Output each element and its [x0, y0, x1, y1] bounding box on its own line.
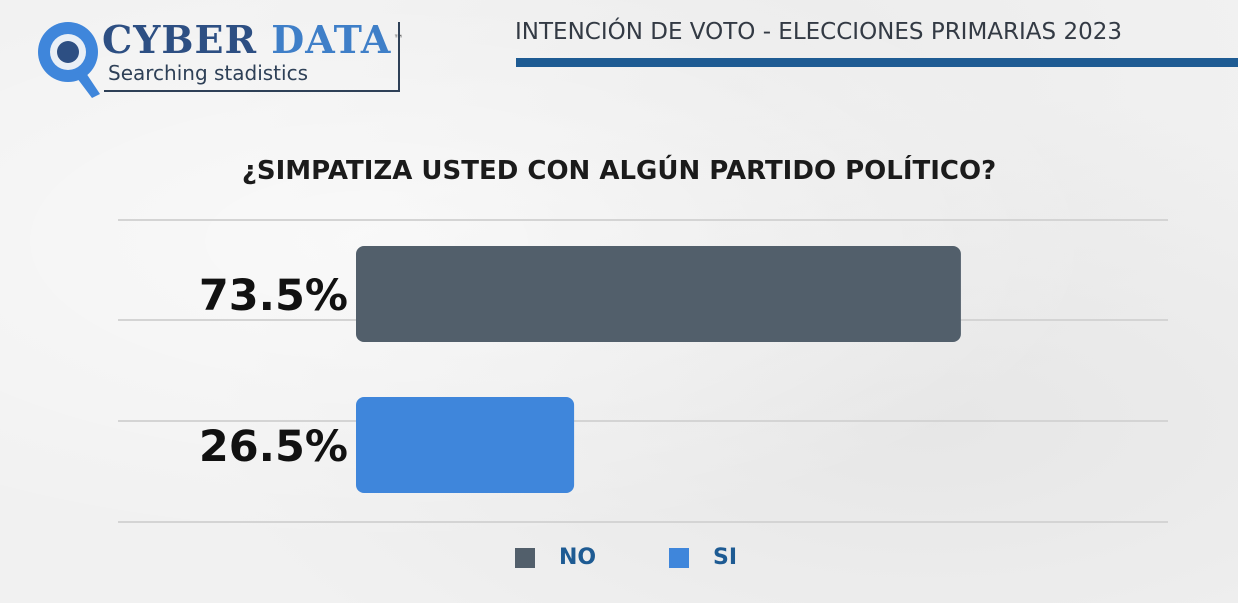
bar-no [356, 246, 961, 342]
logo-magnifier-icon [38, 22, 100, 98]
logo-divider-vertical [398, 22, 400, 92]
data-label-si: 26.5% [199, 422, 348, 472]
header-rule [516, 58, 1238, 67]
legend-label-no: NO [559, 545, 597, 570]
legend-label-si: SI [713, 545, 738, 570]
data-label-no: 73.5% [199, 271, 348, 321]
chart-title: ¿SIMPATIZA USTED CON ALGÚN PARTIDO POLÍT… [241, 156, 997, 186]
logo-tagline: Searching stadistics [108, 61, 308, 85]
legend-item-si: SI [669, 545, 737, 570]
legend-item-no: NO [515, 545, 596, 570]
logo-wordmark: CYBER DATA™ [102, 18, 404, 62]
logo-word-cyber: CYBER [102, 17, 258, 62]
header-title: INTENCIÓN DE VOTO - ELECCIONES PRIMARIAS… [515, 19, 1122, 45]
cyber-data-logo: CYBER DATA™ Searching stadistics [34, 12, 404, 102]
legend-swatch-no [515, 547, 535, 568]
bar-si [356, 397, 575, 493]
logo-word-data: DATA [271, 17, 392, 62]
logo-divider-horizontal [104, 90, 400, 92]
legend-swatch-si [669, 547, 689, 568]
